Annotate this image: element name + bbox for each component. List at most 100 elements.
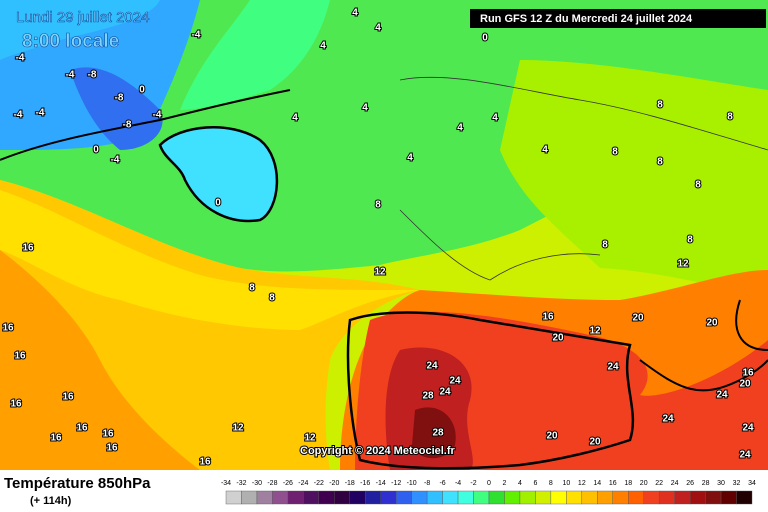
colorbar-label: -26 — [283, 480, 293, 487]
colorbar-label: 18 — [624, 480, 632, 487]
contour-label: 0 — [139, 85, 145, 96]
contour-label: 20 — [552, 333, 564, 344]
contour-label: -4 — [192, 30, 201, 41]
contour-label: 4 — [320, 41, 326, 52]
colorbar-cell — [566, 490, 583, 505]
colorbar-label: -6 — [439, 480, 445, 487]
colorbar-label: 30 — [717, 480, 725, 487]
colorbar-label: 20 — [640, 480, 648, 487]
colorbar-cell — [365, 490, 381, 505]
colorbar-label: 28 — [702, 480, 710, 487]
contour-label: 12 — [232, 423, 244, 434]
colorbar-cell — [674, 490, 691, 505]
footer-lead: (+ 114h) — [30, 495, 72, 507]
colorbar-label: 26 — [686, 480, 694, 487]
colorbar-cell — [241, 490, 258, 505]
contour-label: 4 — [457, 123, 463, 134]
copyright: Copyright © 2024 Meteociel.fr — [300, 445, 456, 457]
contour-label: 28 — [432, 428, 444, 439]
colorbar-label: 8 — [549, 480, 553, 487]
colorbar-label: -22 — [314, 480, 324, 487]
colorbar-label: -18 — [345, 480, 355, 487]
colorbar-cell — [643, 490, 660, 505]
colorbar-cell — [473, 490, 490, 505]
contour-label: 8 — [612, 147, 618, 158]
contour-label: 24 — [439, 387, 451, 398]
contour-label: 16 — [14, 351, 26, 362]
contour-label: 4 — [375, 23, 381, 34]
contour-label: 0 — [93, 145, 99, 156]
contour-label: 12 — [589, 326, 601, 337]
contour-label: -8 — [123, 120, 132, 131]
contour-label: -4 — [14, 110, 23, 121]
contour-label: 28 — [422, 391, 434, 402]
contour-label: 8 — [657, 157, 663, 168]
colorbar-cell — [597, 490, 613, 505]
contour-label: 24 — [662, 414, 674, 425]
colorbar-label: -12 — [391, 480, 401, 487]
colorbar-cell — [318, 490, 335, 505]
contour-label: 16 — [76, 423, 88, 434]
contour-label: 16 — [742, 368, 754, 379]
contour-label: 4 — [542, 145, 548, 156]
contour-label: 8 — [657, 100, 663, 111]
contour-label: -4 — [111, 155, 120, 166]
colorbar-label: -32 — [236, 480, 246, 487]
contour-label: 8 — [269, 293, 275, 304]
colorbar-label: -10 — [407, 480, 417, 487]
contour-label: 20 — [706, 318, 718, 329]
colorbar-label: -34 — [221, 480, 231, 487]
colorbar-label: -28 — [267, 480, 277, 487]
contour-label: 16 — [50, 433, 62, 444]
colorbar-cell — [612, 490, 629, 505]
contour-label: -4 — [36, 108, 45, 119]
colorbar-label: 14 — [593, 480, 601, 487]
colorbar-cell — [395, 490, 412, 505]
contour-label: -8 — [115, 93, 124, 104]
contour-label: 4 — [352, 8, 358, 19]
colorbar-cell — [380, 490, 397, 505]
contour-label: 16 — [102, 429, 114, 440]
contour-label: 8 — [602, 240, 608, 251]
contour-label: 0 — [482, 33, 488, 44]
colorbar-cell — [334, 490, 350, 505]
contour-label: -4 — [153, 110, 162, 121]
colorbar-label: 4 — [518, 480, 522, 487]
contour-label: -4 — [66, 70, 75, 81]
colorbar-cell — [488, 490, 505, 505]
colorbar-label: 0 — [487, 480, 491, 487]
colorbar-cell — [426, 490, 443, 505]
contour-label: 12 — [304, 433, 316, 444]
colorbar-cell — [689, 490, 706, 505]
colorbar-cell — [705, 490, 722, 505]
colorbar-cell — [457, 490, 474, 505]
colorbar-label: 16 — [609, 480, 617, 487]
colorbar-cell — [535, 490, 552, 505]
contour-label: 12 — [374, 267, 386, 278]
contour-label: 24 — [716, 390, 728, 401]
contour-label: 8 — [249, 283, 255, 294]
colorbar-cell — [442, 490, 459, 505]
contour-label: 20 — [739, 379, 751, 390]
contour-label: 24 — [739, 450, 751, 461]
contour-label: 8 — [375, 200, 381, 211]
colorbar-cell — [550, 490, 567, 505]
colorbar-cell — [303, 490, 320, 505]
forecast-time: 8:00 locale — [22, 31, 119, 52]
colorbar-cell — [256, 490, 273, 505]
contour-label: 12 — [677, 259, 689, 270]
colorbar-cell — [736, 490, 753, 505]
colorbar-label: -24 — [298, 480, 308, 487]
contour-label: 8 — [695, 180, 701, 191]
contour-label: 24 — [742, 423, 754, 434]
contour-label: 4 — [407, 153, 413, 164]
colorbar-cell — [411, 490, 428, 505]
contour-label: 16 — [10, 399, 22, 410]
contour-labels: -4 4 4 4 0 -4 -4 -8 -8 -8 0 -4 -4 -4 0 -4 0 4 4 4 4 4 4 8 8 8 8 8 8 1… — [1, 7, 755, 469]
contour-label: 16 — [542, 312, 554, 323]
contour-label: 20 — [589, 437, 601, 448]
contour-label: 20 — [546, 431, 558, 442]
contour-label: 8 — [727, 112, 733, 123]
contour-label: 4 — [292, 113, 298, 124]
colorbar: -34 -32 -30 -28 -26 -24 -22 -20 -18 -16 -14 -12 -10-… — [221, 480, 756, 505]
